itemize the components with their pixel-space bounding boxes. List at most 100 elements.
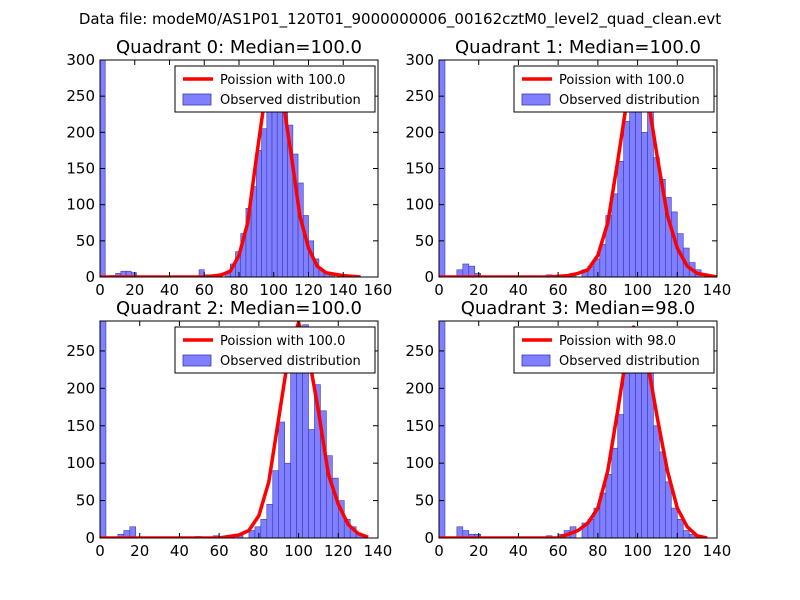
histogram-bar bbox=[462, 263, 470, 277]
histogram-bar bbox=[623, 121, 630, 277]
x-tick-label: 160 bbox=[364, 281, 393, 299]
histogram-bar bbox=[676, 518, 684, 538]
x-tick-label: 40 bbox=[170, 542, 189, 560]
chart-panel-2: Quadrant 2: Median=100.0 0 20 40 60 80 100 120 1… bbox=[66, 298, 392, 560]
y-tick-label: 100 bbox=[66, 454, 95, 472]
y-tick-label: 100 bbox=[405, 196, 434, 214]
legend-bar-swatch bbox=[182, 93, 212, 106]
legend-poisson-label: Poission with 98.0 bbox=[559, 334, 676, 349]
histogram-bar bbox=[611, 193, 619, 277]
y-tick-label: 250 bbox=[66, 342, 95, 360]
x-tick-label: 40 bbox=[160, 281, 179, 299]
histogram-bar bbox=[256, 150, 262, 277]
legend-bar-swatch bbox=[182, 354, 212, 367]
x-tick-label: 100 bbox=[259, 281, 288, 299]
chart-title: Quadrant 1: Median=100.0 bbox=[455, 37, 701, 58]
histogram-bar bbox=[659, 451, 666, 538]
histogram-bar bbox=[308, 429, 315, 538]
histogram-bar bbox=[623, 373, 630, 538]
y-tick-label: 50 bbox=[415, 232, 434, 250]
x-tick-label: 40 bbox=[509, 281, 528, 299]
y-tick-label: 50 bbox=[415, 492, 434, 510]
y-tick-label: 250 bbox=[405, 87, 434, 105]
legend: Poission with 98.0 Observed distribution bbox=[513, 326, 715, 374]
x-tick-label: 20 bbox=[125, 281, 144, 299]
histogram-bar bbox=[266, 103, 273, 277]
y-tick-label: 150 bbox=[405, 417, 434, 435]
chart-panel-3: Quadrant 3: Median=98.0 0 20 40 60 80 100 120 14… bbox=[405, 298, 731, 560]
x-tick-label: 80 bbox=[588, 542, 607, 560]
histogram-bar bbox=[653, 157, 660, 277]
x-tick-label: 140 bbox=[329, 281, 358, 299]
histogram-bar bbox=[130, 272, 137, 277]
histogram-bar bbox=[682, 530, 690, 538]
y-tick-label: 250 bbox=[66, 87, 95, 105]
y-tick-label: 100 bbox=[66, 196, 95, 214]
y-tick-label: 200 bbox=[66, 379, 95, 397]
histogram-bar bbox=[653, 425, 660, 538]
legend-poisson-label: Poission with 100.0 bbox=[559, 73, 684, 88]
histogram-bar bbox=[260, 518, 268, 538]
x-tick-label: 0 bbox=[434, 281, 444, 299]
histogram-bar bbox=[629, 85, 636, 277]
y-tick-label: 0 bbox=[85, 529, 95, 547]
x-tick-label: 100 bbox=[623, 542, 652, 560]
x-tick-label: 0 bbox=[95, 542, 105, 560]
histogram-bar bbox=[266, 504, 274, 538]
histogram-bar bbox=[617, 160, 624, 277]
histogram-bar bbox=[278, 421, 285, 538]
histogram-bar bbox=[284, 462, 291, 538]
histogram-bar bbox=[290, 354, 297, 538]
x-tick-label: 0 bbox=[95, 281, 105, 299]
y-tick-label: 300 bbox=[66, 51, 95, 69]
histogram-bar bbox=[272, 470, 280, 538]
plot-frame bbox=[99, 320, 379, 539]
y-tick-label: 150 bbox=[405, 160, 434, 178]
histogram-bar bbox=[254, 526, 262, 538]
histogram-bar bbox=[629, 346, 636, 538]
legend-poisson-label: Poission with 100.0 bbox=[220, 73, 345, 88]
histogram-bar bbox=[665, 481, 672, 538]
y-tick-label: 150 bbox=[66, 417, 95, 435]
y-tick-label: 300 bbox=[405, 51, 434, 69]
x-tick-label: 60 bbox=[195, 281, 214, 299]
x-tick-label: 120 bbox=[294, 281, 323, 299]
bars bbox=[100, 60, 335, 277]
legend-poisson-label: Poission with 100.0 bbox=[220, 334, 345, 349]
y-tick-label: 0 bbox=[424, 529, 434, 547]
x-tick-label: 20 bbox=[469, 281, 488, 299]
x-tick-label: 100 bbox=[284, 542, 313, 560]
x-tick-label: 120 bbox=[663, 542, 692, 560]
x-tick-label: 80 bbox=[229, 281, 248, 299]
histogram-bar bbox=[617, 414, 624, 538]
chart-panel-1: Quadrant 1: Median=100.0 0 20 40 60 80 100 120 1… bbox=[405, 37, 731, 299]
chart-title: Quadrant 0: Median=100.0 bbox=[116, 37, 362, 58]
y-tick-label: 200 bbox=[405, 379, 434, 397]
y-tick-label: 200 bbox=[66, 123, 95, 141]
x-tick-label: 60 bbox=[549, 281, 568, 299]
x-tick-label: 120 bbox=[324, 542, 353, 560]
legend: Poission with 100.0 Observed distribution bbox=[174, 65, 376, 113]
x-tick-label: 140 bbox=[364, 542, 393, 560]
legend-bar-swatch bbox=[521, 354, 551, 367]
legend-bar-swatch bbox=[521, 93, 551, 106]
y-tick-label: 200 bbox=[405, 123, 434, 141]
y-tick-label: 150 bbox=[66, 160, 95, 178]
legend: Poission with 100.0 Observed distribution bbox=[174, 326, 376, 374]
legend-observed-label: Observed distribution bbox=[559, 93, 700, 108]
y-tick-label: 50 bbox=[76, 232, 95, 250]
y-tick-label: 50 bbox=[76, 492, 95, 510]
histogram-bar bbox=[439, 321, 446, 538]
plot-frame bbox=[438, 320, 718, 539]
legend-observed-label: Observed distribution bbox=[220, 93, 361, 108]
x-tick-label: 80 bbox=[249, 542, 268, 560]
histogram-bar bbox=[100, 321, 107, 538]
bars bbox=[439, 321, 696, 538]
x-tick-label: 100 bbox=[623, 281, 652, 299]
chart-title: Quadrant 3: Median=98.0 bbox=[461, 298, 696, 319]
y-tick-label: 250 bbox=[405, 342, 434, 360]
x-tick-label: 120 bbox=[663, 281, 692, 299]
figure-title: Data file: modeM0/AS1P01_120T01_90000000… bbox=[79, 10, 721, 29]
legend-observed-label: Observed distribution bbox=[559, 354, 700, 369]
